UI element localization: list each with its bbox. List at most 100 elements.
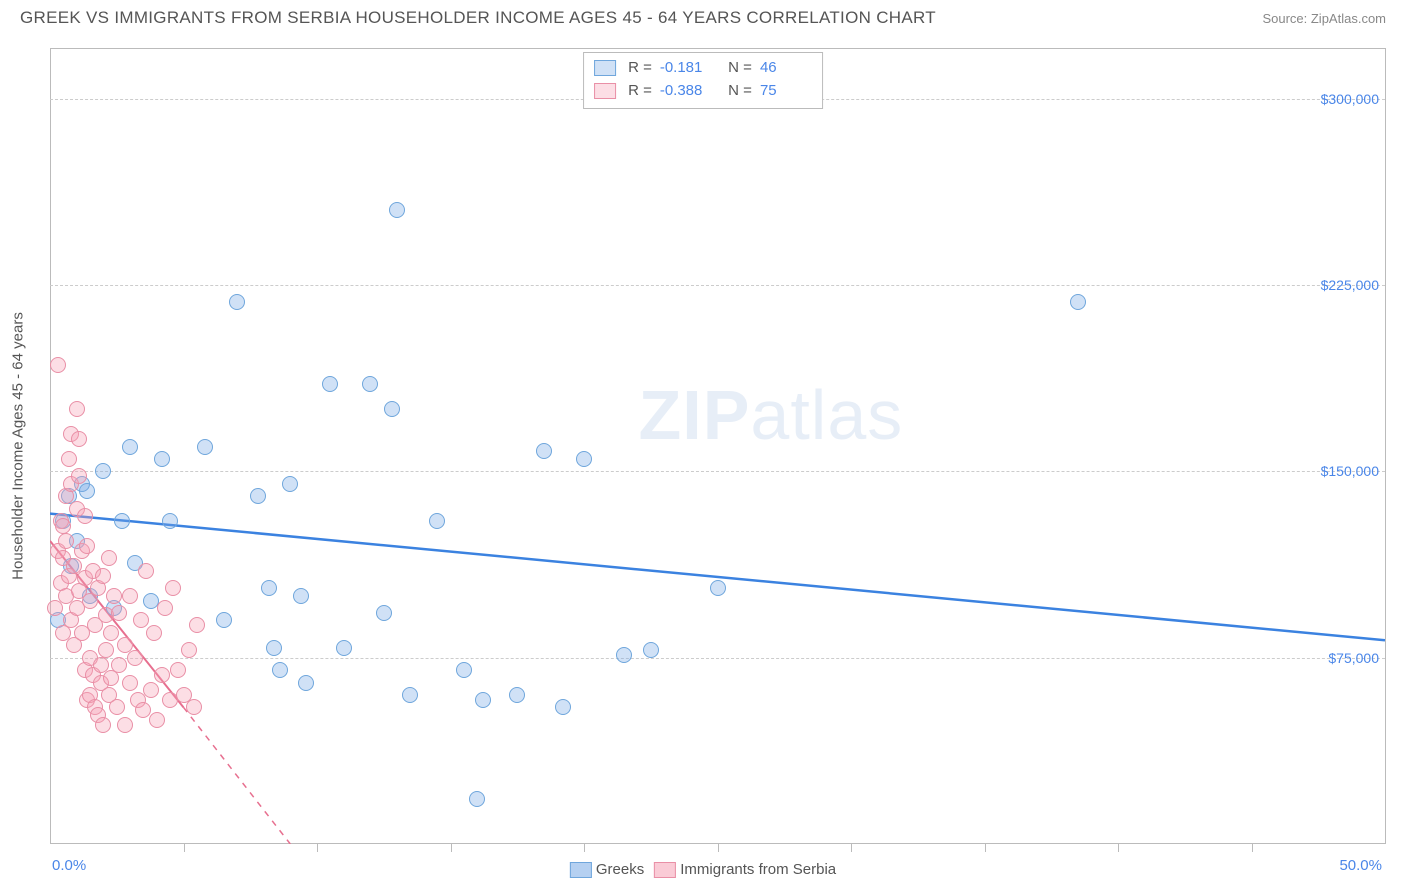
data-point [133,612,149,628]
data-point [127,650,143,666]
legend-swatch [654,862,676,878]
gridline [50,471,1385,472]
data-point [298,675,314,691]
stats-swatch [594,60,616,76]
data-point [122,439,138,455]
x-tick [851,844,852,852]
data-point [272,662,288,678]
n-value: 46 [760,57,812,80]
x-axis-max-label: 50.0% [1339,857,1382,874]
watermark: ZIPatlas [639,375,904,455]
data-point [643,642,659,658]
data-point [58,533,74,549]
x-tick [184,844,185,852]
data-point [389,202,405,218]
data-point [162,513,178,529]
data-point [322,376,338,392]
legend-swatch [570,862,592,878]
data-point [111,605,127,621]
data-point [469,791,485,807]
data-point [456,662,472,678]
data-point [710,580,726,596]
x-axis-min-label: 0.0% [52,857,86,874]
data-point [106,588,122,604]
data-point [122,675,138,691]
data-point [71,468,87,484]
x-tick [317,844,318,852]
data-point [95,717,111,733]
source-label: Source: ZipAtlas.com [1262,11,1386,26]
r-value: -0.388 [660,80,712,103]
data-point [117,717,133,733]
data-point [149,712,165,728]
data-point [616,647,632,663]
data-point [250,488,266,504]
data-point [157,600,173,616]
gridline [50,285,1385,286]
data-point [576,451,592,467]
data-point [536,443,552,459]
data-point [170,662,186,678]
data-point [77,508,93,524]
data-point [55,518,71,534]
data-point [282,476,298,492]
data-point [101,550,117,566]
data-point [376,605,392,621]
data-point [555,699,571,715]
data-point [122,588,138,604]
data-point [181,642,197,658]
data-point [509,687,525,703]
x-tick [451,844,452,852]
data-point [95,568,111,584]
data-point [138,563,154,579]
data-point [384,401,400,417]
data-point [154,451,170,467]
y-axis-line [50,49,51,844]
data-point [79,538,95,554]
data-point [114,513,130,529]
legend-item: Greeks [570,861,644,878]
n-value: 75 [760,80,812,103]
data-point [186,699,202,715]
y-tick-label: $150,000 [1321,463,1379,479]
data-point [1070,294,1086,310]
data-point [475,692,491,708]
stats-swatch [594,83,616,99]
data-point [146,625,162,641]
data-point [143,682,159,698]
legend-item: Immigrants from Serbia [654,861,836,878]
data-point [336,640,352,656]
data-point [293,588,309,604]
series-legend: Greeks Immigrants from Serbia [570,861,836,878]
data-point [103,625,119,641]
data-point [154,667,170,683]
correlation-scatter-chart: ZIPatlas $75,000 $150,000 $225,000 $300,000 [50,48,1386,844]
data-point [197,439,213,455]
data-point [98,642,114,658]
data-point [362,376,378,392]
r-value: -0.181 [660,57,712,80]
data-point [95,463,111,479]
stats-row: R = -0.181 N = 46 [594,57,812,80]
data-point [229,294,245,310]
data-point [266,640,282,656]
x-tick [985,844,986,852]
data-point [189,617,205,633]
x-tick [584,844,585,852]
y-tick-label: $300,000 [1321,91,1379,107]
correlation-stats-box: R = -0.181 N = 46 R = -0.388 N = 75 [583,52,823,109]
legend-label: Greeks [596,861,644,878]
data-point [165,580,181,596]
data-point [109,699,125,715]
y-tick-label: $75,000 [1328,650,1379,666]
data-point [216,612,232,628]
data-point [50,357,66,373]
y-tick-label: $225,000 [1321,277,1379,293]
data-point [71,431,87,447]
gridline [50,658,1385,659]
x-tick [718,844,719,852]
data-point [111,657,127,673]
data-point [429,513,445,529]
x-tick [1118,844,1119,852]
data-point [402,687,418,703]
